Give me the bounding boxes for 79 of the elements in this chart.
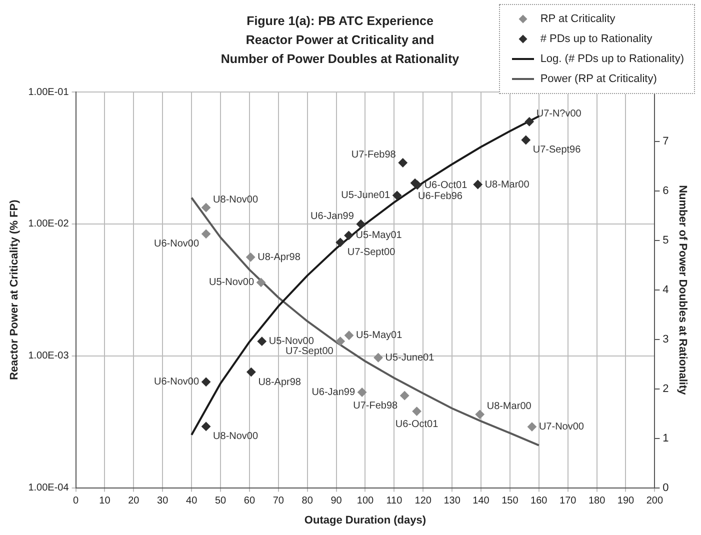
point: [400, 391, 410, 400]
x-tick-label: 180: [588, 496, 606, 507]
data-label: U8-Mar00: [486, 401, 532, 412]
data-label: U5-Nov00: [209, 277, 254, 288]
y-tick-label: 1.00E-01: [28, 86, 70, 98]
y2-axis-title: Number of Power Doubles at Rationality: [676, 185, 688, 396]
x-tick-label: 150: [502, 496, 519, 507]
y2-tick-label: 3: [662, 333, 669, 346]
data-label: U7-Nov00: [538, 422, 584, 433]
y2-tick-label: 0: [662, 482, 669, 494]
data-label: U6-Feb96: [418, 190, 463, 202]
data-label: U6-Jan99: [312, 386, 356, 398]
y2-tick-label: 2: [662, 382, 669, 395]
y-tick-label: 1.00E-03: [28, 350, 70, 362]
x-tick-label: 200: [646, 496, 664, 507]
point: [412, 406, 422, 416]
x-tick-label: 30: [157, 496, 169, 507]
y2-tick-label: 6: [662, 184, 669, 197]
point: [358, 388, 367, 397]
point: [246, 252, 256, 262]
data-label: U5-June01: [341, 190, 391, 202]
y-tick-label: 1.00E-02: [28, 218, 70, 230]
point: [256, 278, 266, 287]
x-tick-label: 20: [128, 496, 140, 507]
x-tick-label: 170: [560, 496, 577, 507]
data-label: U8-Nov00: [213, 431, 258, 442]
y-axis-title: Reactor Power at Criticality (% FP): [8, 199, 21, 380]
data-label: U5-May01: [356, 330, 403, 342]
point: [202, 229, 211, 238]
x-tick-label: 110: [386, 496, 403, 507]
point: [344, 330, 354, 340]
y-tick-label: 1.00E-04: [28, 482, 70, 494]
x-tick-label: 70: [272, 496, 284, 507]
legend-label: RP at Criticality: [540, 13, 616, 25]
data-label: U5-May01: [356, 230, 402, 242]
data-label: U6-Nov00: [154, 376, 200, 388]
data-label: U6-Oct01: [395, 419, 439, 430]
point: [336, 336, 345, 346]
data-label: U6-Jan99: [310, 210, 354, 222]
data-label: U7-Sept00: [347, 247, 396, 258]
data-label: U6-Oct01: [424, 180, 468, 191]
point: [527, 422, 536, 432]
data-label: U5-Nov00: [268, 336, 314, 348]
data-label: U8-Nov00: [213, 194, 258, 206]
point: [202, 203, 211, 212]
data-label: U8-Mar00: [484, 179, 530, 190]
x-tick-label: 10: [99, 496, 111, 507]
legend-label: Power (RP at Criticality): [540, 73, 657, 85]
x-tick-label: 140: [472, 496, 490, 507]
y2-tick-label: 1: [662, 432, 669, 444]
x-tick-label: 0: [73, 496, 80, 507]
data-label: U5-June01: [385, 352, 435, 364]
chart-title: Figure 1(a): PB ATC Experience Reactor Power at Criticality and Number of Power Doubles at Rationality: [220, 13, 460, 68]
data-label: U7-Feb98: [353, 400, 398, 412]
legend-label: # PDs up to Rationality: [540, 33, 652, 45]
x-tick-label: 130: [444, 496, 461, 507]
y2-tick-label: 5: [662, 234, 669, 246]
x-tick-label: 120: [414, 496, 432, 507]
data-label: U7-Sept00: [286, 346, 334, 358]
x-tick-label: 160: [530, 496, 548, 507]
y2-tick-label: 7: [662, 136, 669, 148]
legend-label: Log. (# PDs up to Rationality): [540, 53, 684, 65]
data-label: U8-Apr98: [258, 376, 302, 388]
point: [475, 410, 484, 419]
x-tick-label: 40: [186, 496, 198, 507]
x-tick-label: 90: [330, 496, 342, 507]
point: [374, 353, 383, 362]
data-label: U8-Apr98: [258, 252, 301, 263]
x-tick-label: 100: [356, 496, 374, 507]
x-tick-label: 50: [214, 496, 227, 507]
x-tick-label: 80: [302, 496, 314, 507]
y2-tick-label: 4: [662, 284, 669, 296]
data-label: U7-Sept96: [532, 144, 582, 156]
data-label: U7-N?v00: [536, 108, 582, 120]
data-label: U7-Feb98: [351, 150, 396, 160]
data-label: U6-Nov00: [154, 238, 200, 250]
x-tick-label: 190: [617, 496, 635, 507]
x-axis-title: Outage Duration (days): [304, 514, 426, 526]
x-tick-label: 60: [244, 496, 256, 507]
